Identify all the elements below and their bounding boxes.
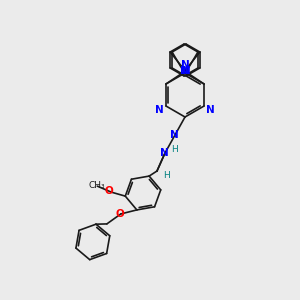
Text: O: O	[105, 186, 114, 196]
Text: CH₃: CH₃	[89, 181, 106, 190]
Text: N: N	[160, 148, 168, 158]
Text: N: N	[155, 105, 164, 115]
Text: N: N	[181, 60, 189, 70]
Text: N: N	[206, 105, 215, 115]
Text: H: H	[171, 146, 177, 154]
Text: N: N	[180, 66, 188, 76]
Text: N: N	[182, 66, 190, 76]
Text: H: H	[163, 170, 170, 179]
Text: O: O	[116, 209, 124, 219]
Text: N: N	[169, 130, 178, 140]
